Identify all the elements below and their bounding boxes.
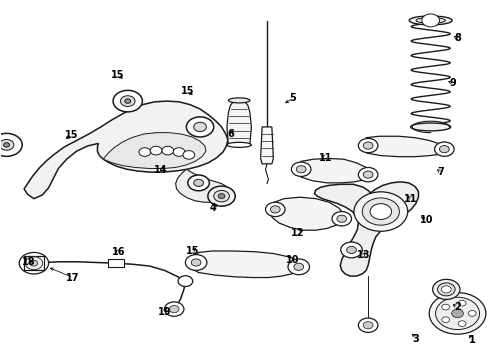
Circle shape — [3, 143, 9, 147]
Circle shape — [185, 255, 207, 270]
Polygon shape — [227, 100, 251, 145]
Polygon shape — [362, 136, 446, 157]
Text: 7: 7 — [437, 167, 444, 177]
Circle shape — [121, 96, 135, 107]
Text: 6: 6 — [227, 129, 234, 139]
Circle shape — [150, 146, 162, 155]
Text: 3: 3 — [413, 333, 419, 343]
Circle shape — [0, 139, 14, 150]
Circle shape — [358, 318, 378, 332]
Circle shape — [194, 179, 203, 186]
Ellipse shape — [227, 142, 251, 147]
Text: 4: 4 — [210, 203, 217, 213]
Circle shape — [266, 202, 285, 217]
Polygon shape — [315, 182, 418, 276]
Circle shape — [358, 138, 378, 153]
Circle shape — [433, 279, 460, 300]
Text: 18: 18 — [22, 257, 36, 267]
Circle shape — [288, 259, 310, 275]
Text: 10: 10 — [420, 215, 434, 225]
Circle shape — [436, 297, 480, 329]
Circle shape — [125, 99, 131, 103]
Polygon shape — [190, 251, 301, 278]
Circle shape — [183, 150, 195, 159]
Circle shape — [435, 142, 454, 156]
Circle shape — [346, 246, 356, 253]
Text: 10: 10 — [286, 255, 299, 265]
Text: 13: 13 — [357, 250, 370, 260]
Text: 17: 17 — [66, 273, 80, 283]
Text: 11: 11 — [404, 194, 418, 204]
Circle shape — [0, 134, 22, 156]
Text: 14: 14 — [154, 165, 168, 175]
Ellipse shape — [411, 123, 451, 131]
Text: 2: 2 — [454, 302, 461, 312]
Circle shape — [370, 204, 392, 220]
Text: 19: 19 — [158, 307, 171, 317]
Circle shape — [458, 300, 466, 306]
Circle shape — [422, 14, 440, 27]
Circle shape — [441, 286, 451, 293]
Circle shape — [440, 145, 449, 153]
Polygon shape — [270, 197, 343, 230]
Text: 15: 15 — [65, 130, 78, 140]
Circle shape — [354, 192, 408, 231]
Text: 16: 16 — [112, 247, 126, 257]
Circle shape — [358, 167, 378, 182]
Circle shape — [442, 304, 450, 310]
Circle shape — [270, 206, 280, 213]
Circle shape — [30, 260, 38, 266]
Text: 15: 15 — [181, 86, 194, 96]
Circle shape — [25, 257, 43, 270]
Circle shape — [188, 175, 209, 191]
Circle shape — [186, 117, 214, 137]
Ellipse shape — [416, 18, 445, 23]
Circle shape — [113, 90, 143, 112]
Text: 8: 8 — [454, 33, 461, 43]
Circle shape — [452, 309, 464, 318]
Circle shape — [208, 186, 235, 206]
Circle shape — [337, 215, 346, 222]
Circle shape — [164, 302, 184, 316]
Polygon shape — [261, 127, 273, 164]
Circle shape — [438, 283, 455, 296]
Circle shape — [292, 162, 311, 176]
Circle shape — [363, 321, 373, 329]
Circle shape — [162, 146, 173, 155]
Circle shape — [429, 293, 486, 334]
Circle shape — [178, 276, 193, 287]
Polygon shape — [296, 158, 371, 183]
Circle shape — [191, 259, 201, 266]
Circle shape — [362, 198, 399, 225]
Circle shape — [442, 317, 450, 323]
Circle shape — [214, 190, 229, 202]
Polygon shape — [175, 169, 229, 202]
Text: 15: 15 — [186, 246, 199, 256]
Ellipse shape — [228, 98, 250, 103]
Circle shape — [341, 242, 362, 258]
Text: 9: 9 — [449, 78, 456, 88]
Text: 5: 5 — [290, 93, 296, 103]
Circle shape — [468, 311, 476, 316]
Circle shape — [218, 194, 225, 199]
Circle shape — [363, 171, 373, 178]
Polygon shape — [103, 133, 206, 168]
Bar — [108, 259, 124, 267]
Circle shape — [296, 166, 306, 173]
Circle shape — [19, 252, 49, 274]
Text: 11: 11 — [319, 153, 332, 163]
Text: 15: 15 — [111, 70, 125, 80]
Polygon shape — [24, 101, 228, 199]
Circle shape — [332, 212, 351, 226]
Circle shape — [194, 122, 206, 132]
Text: 12: 12 — [291, 228, 304, 238]
Circle shape — [139, 148, 151, 156]
Circle shape — [294, 263, 304, 270]
Circle shape — [173, 148, 185, 156]
Ellipse shape — [409, 16, 452, 25]
Circle shape — [458, 321, 466, 327]
Text: 1: 1 — [469, 334, 476, 345]
Circle shape — [169, 306, 179, 313]
Circle shape — [363, 142, 373, 149]
